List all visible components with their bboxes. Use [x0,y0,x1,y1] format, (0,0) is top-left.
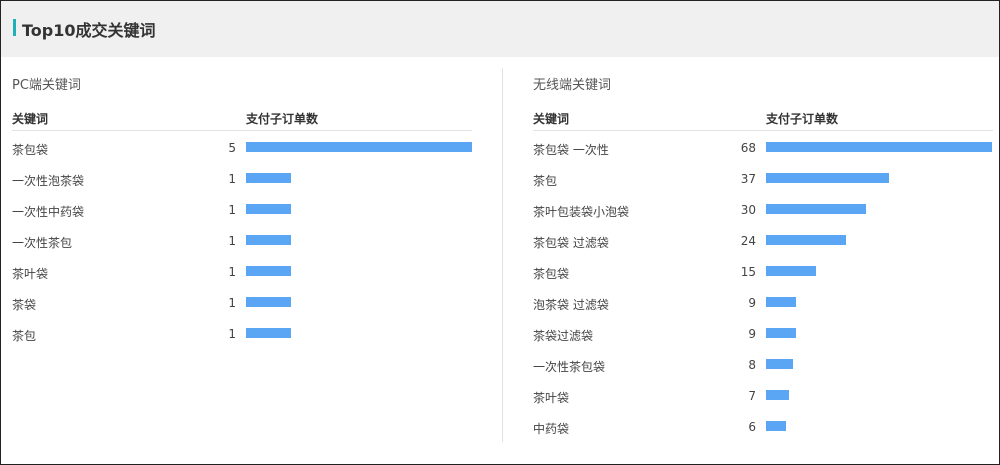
order-bar [766,297,796,307]
column-header-orders: 支付子订单数 [246,112,319,126]
order-count: 1 [228,265,236,279]
table-row: 中药袋 6 [533,420,993,440]
order-count: 8 [748,358,756,372]
accent-bar [13,19,16,36]
order-bar [246,328,292,338]
order-bar [246,204,292,214]
header-divider [533,130,993,131]
order-bar [766,173,889,183]
keyword: 中药袋 [533,422,570,436]
order-bar [246,297,292,307]
order-bar [766,390,790,400]
table-row: 茶包 1 [12,327,472,347]
keyword: 茶袋 [12,298,37,312]
order-count: 7 [748,389,756,403]
order-bar [766,328,796,338]
keyword: 茶包 [533,174,558,188]
keyword: 一次性中药袋 [12,205,85,219]
order-count: 68 [740,141,756,155]
order-bar [766,235,846,245]
table-row: 茶叶袋 1 [12,265,472,285]
order-bar [766,359,793,369]
table-row: 茶包袋 15 [533,265,993,285]
keyword: 一次性茶包 [12,236,73,250]
column-header-orders: 支付子订单数 [766,112,839,126]
panel-divider [502,68,503,442]
table-row: 一次性茶包 1 [12,234,472,254]
page-title: Top10成交关键词 [22,21,156,40]
table-row: 一次性泡茶袋 1 [12,172,472,192]
keyword: 茶包袋 过滤袋 [533,236,609,250]
order-bar [246,173,292,183]
section-header: Top10成交关键词 [1,1,999,57]
order-count: 30 [740,203,756,217]
column-header-keyword: 关键词 [12,112,49,126]
keyword: 茶包袋 [12,143,49,157]
keyword: 茶叶袋 [12,267,49,281]
keyword: 茶袋过滤袋 [533,329,594,343]
keyword: 茶叶袋 [533,391,570,405]
panel-title: 无线端关键词 [533,78,612,93]
keyword: 茶包 [12,329,37,343]
table-row: 茶包 37 [533,172,993,192]
table-row: 茶叶袋 7 [533,389,993,409]
column-header-keyword: 关键词 [533,112,570,126]
keyword: 茶包袋 [533,267,570,281]
order-bar [766,204,866,214]
panel-title: PC端关键词 [12,78,81,93]
order-count: 1 [228,203,236,217]
keyword: 一次性泡茶袋 [12,174,85,188]
table-row: 茶包袋 5 [12,141,472,161]
order-bar [766,266,816,276]
order-count: 6 [748,420,756,434]
order-bar [246,235,292,245]
table-row: 茶叶包装袋小泡袋 30 [533,203,993,223]
table-row: 茶袋 1 [12,296,472,316]
order-bar [246,142,472,152]
keyword: 泡茶袋 过滤袋 [533,298,609,312]
order-count: 1 [228,296,236,310]
table-row: 泡茶袋 过滤袋 9 [533,296,993,316]
order-count: 37 [740,172,756,186]
keyword: 茶包袋 一次性 [533,143,609,157]
order-count: 9 [748,327,756,341]
table-row: 一次性茶包袋 8 [533,358,993,378]
order-count: 1 [228,327,236,341]
table-row: 茶包袋 一次性 68 [533,141,993,161]
table-row: 茶袋过滤袋 9 [533,327,993,347]
table-row: 茶包袋 过滤袋 24 [533,234,993,254]
order-count: 15 [740,265,756,279]
order-count: 1 [228,172,236,186]
order-count: 24 [740,234,756,248]
keyword: 茶叶包装袋小泡袋 [533,205,630,219]
order-bar [246,266,292,276]
keyword: 一次性茶包袋 [533,360,606,374]
order-count: 5 [228,141,236,155]
order-bar [766,142,992,152]
order-count: 1 [228,234,236,248]
order-count: 9 [748,296,756,310]
order-bar [766,421,786,431]
header-divider [12,130,472,131]
table-row: 一次性中药袋 1 [12,203,472,223]
